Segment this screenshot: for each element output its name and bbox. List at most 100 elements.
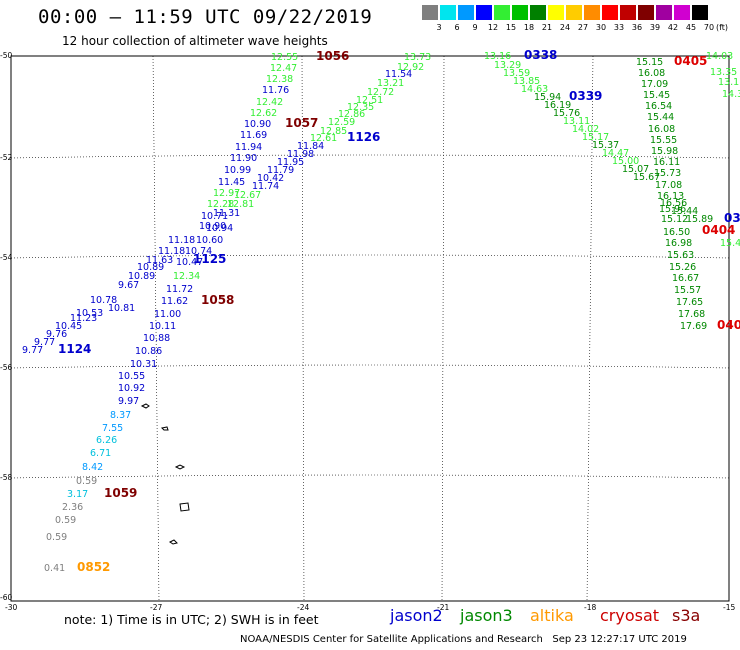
wave-height-label: 16.54 [645, 101, 672, 112]
wave-height-label: 11.84 [297, 141, 324, 152]
wave-height-label: 14.63 [521, 84, 548, 95]
wave-height-label: 13.21 [377, 78, 404, 89]
wave-height-label: 15.67 [633, 172, 660, 183]
wave-height-label: 6.26 [96, 435, 117, 446]
wave-height-label: 10.90 [244, 119, 271, 130]
legend-label: 3 [436, 23, 442, 32]
legend-swatch [620, 5, 636, 20]
lat-tick-label: -54 [0, 253, 13, 262]
lat-tick-label: -60 [0, 593, 13, 602]
wave-height-label: 11.62 [161, 296, 188, 307]
wave-height-label: 11.76 [262, 85, 289, 96]
wave-height-label: 15.15 [636, 57, 663, 68]
wave-height-label: 10.86 [135, 346, 162, 357]
parallel-line [10, 364, 730, 369]
wave-height-label: 2.36 [62, 502, 83, 513]
pass-time-label: 1059 [104, 486, 137, 500]
wave-height-label: 11.63 [146, 255, 173, 266]
legend-swatch [548, 5, 564, 20]
meridian-line [152, 55, 160, 602]
lat-tick-label: -50 [0, 51, 13, 60]
wave-height-label: 16.50 [663, 227, 690, 238]
wave-height-label: 10.94 [206, 223, 233, 234]
wave-height-label: 12.86 [338, 109, 365, 120]
wave-height-label: 9.97 [118, 396, 139, 407]
wave-height-label: 10.42 [257, 173, 284, 184]
legend-label: 21 [541, 23, 553, 32]
wave-height-label: 15.00 [612, 156, 639, 167]
legend-swatch [494, 5, 510, 20]
wave-height-label: 12.28 [207, 199, 234, 210]
wave-height-label: 7.55 [102, 423, 123, 434]
pass-time-label: 1126 [347, 130, 380, 144]
wave-height-label: 3.17 [67, 489, 88, 500]
wave-height-label: 10.89 [128, 271, 155, 282]
wave-height-label: 17.08 [655, 180, 682, 191]
parallel-line [10, 254, 730, 259]
wave-height-label: 0.59 [46, 532, 67, 543]
wave-height-label: 12.55 [271, 52, 298, 63]
lon-tick-label: -21 [437, 603, 450, 612]
lon-tick-label: -30 [5, 603, 18, 612]
wave-height-label: 9.67 [118, 280, 139, 291]
wave-height-label: 15.44 [671, 206, 698, 217]
wave-height-label: 15.98 [651, 146, 678, 157]
lon-tick-label: -27 [150, 603, 163, 612]
wave-height-label: 12.85 [320, 126, 347, 137]
credit-line: NOAA/NESDIS Center for Satellite Applica… [240, 634, 687, 645]
satellite-s3a: s3a [672, 606, 701, 625]
wave-height-label: 16.08 [648, 124, 675, 135]
wave-height-label: 10.78 [90, 295, 117, 306]
wave-height-label: 6.71 [90, 448, 111, 459]
wave-height-label: 15.37 [592, 140, 619, 151]
wave-height-label: 10.92 [118, 383, 145, 394]
legend-swatch [422, 5, 438, 20]
wave-height-label: 10.47 [176, 257, 203, 268]
legend-label: 30 [595, 23, 607, 32]
pass-time-label: 0852 [77, 560, 110, 574]
legend-label: 24 [559, 23, 571, 32]
legend-label: 15 [505, 23, 517, 32]
wave-height-label: 16.11 [653, 157, 680, 168]
wave-height-label: 15.07 [622, 164, 649, 175]
wave-height-label: 11.90 [230, 153, 257, 164]
pass-time-label: 0339 [569, 89, 602, 103]
wave-height-label: 9.77 [34, 337, 55, 348]
wave-height-label: 12.62 [250, 108, 277, 119]
wave-height-label: 13.73 [404, 52, 431, 63]
page-subtitle: 12 hour collection of altimeter wave hei… [62, 34, 328, 48]
pass-time-label: 0338 [524, 48, 557, 62]
wave-height-label: 15.44 [647, 112, 674, 123]
wave-height-label: 16.08 [638, 68, 665, 79]
wave-height-label: 11.69 [240, 130, 267, 141]
pass-time-label: 1056 [316, 49, 349, 63]
legend-swatch [458, 5, 474, 20]
wave-height-label: 15.4 [720, 238, 740, 249]
lon-tick-label: -24 [297, 603, 310, 612]
pass-time-label: 1058 [201, 293, 234, 307]
wave-height-label: 10.60 [196, 235, 223, 246]
wave-height-label: 11.72 [166, 284, 193, 295]
island-outline [160, 426, 169, 431]
lon-tick-label: -15 [723, 603, 736, 612]
wave-height-label: 15.63 [667, 250, 694, 261]
wave-height-label: 12.59 [328, 117, 355, 128]
legend-swatch [440, 5, 456, 20]
south-sandwich-islands [140, 403, 190, 545]
wave-height-label: 12.51 [356, 95, 383, 106]
pass-time-label: 03 [724, 211, 740, 225]
pass-time-label: 0404 [702, 223, 735, 237]
wave-height-label: 0.59 [55, 515, 76, 526]
wave-height-label: 11.18 [168, 235, 195, 246]
wave-height-label: 12.35 [347, 102, 374, 113]
wave-height-label: 16.98 [665, 238, 692, 249]
pass-time-label: 0405 [674, 54, 707, 68]
legend-swatch [656, 5, 672, 20]
wave-height-label: 13.11 [563, 116, 590, 127]
wave-height-label: 9.76 [46, 329, 67, 340]
wave-height-label: 10.71 [201, 211, 228, 222]
legend-swatch [476, 5, 492, 20]
island-outline [140, 403, 150, 409]
parallel-line [10, 474, 730, 479]
